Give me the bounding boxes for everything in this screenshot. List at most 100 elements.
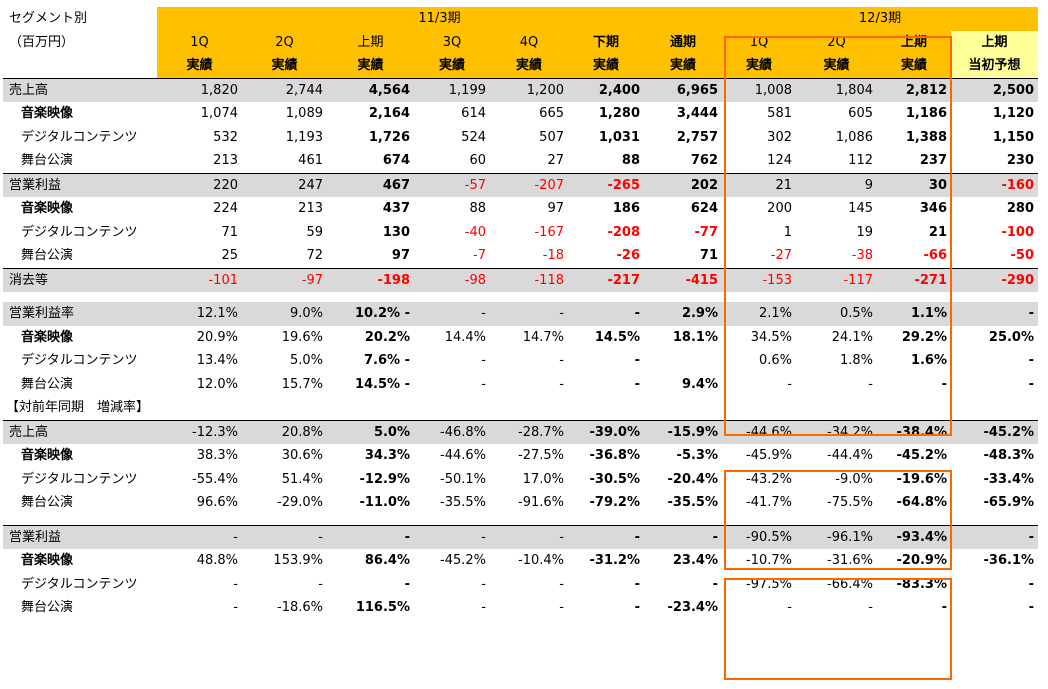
table-row: 舞台公演 12.0% 15.7% 14.5% - - - - 9.4% - - - - — [3, 373, 1038, 397]
col-period-2: 上期 — [327, 30, 414, 54]
cell-value: -83.3% — [896, 576, 948, 592]
cell-value: -44.4% — [827, 448, 873, 463]
cell-value: 202 — [644, 172, 722, 197]
cell-value: 10.2% - — [327, 302, 414, 326]
cell-value: -93.4% — [877, 524, 951, 549]
cell-value: -11.0% — [359, 495, 411, 510]
cell-value: 116.5% — [355, 600, 410, 615]
cell-value: -66.4% — [827, 576, 873, 592]
row-label: 売上高 — [3, 77, 157, 102]
row-label: 消去等 — [3, 267, 157, 292]
row-label: 舞台公演 — [21, 153, 74, 168]
row-label: 営業利益率 — [3, 302, 157, 326]
row-label: 舞台公演 — [21, 248, 74, 263]
cell-value: -91.6% — [518, 495, 564, 510]
cell-value: 302 — [767, 129, 792, 145]
row-label: デジタルコンテンツ — [21, 576, 138, 592]
row-label: 営業利益 — [3, 172, 157, 197]
cell-value: 2,400 — [568, 77, 644, 102]
cell-value: 12.1% — [157, 302, 242, 326]
cell-value: - — [318, 576, 323, 592]
cell-value: -57 — [414, 172, 490, 197]
cell-value: - — [568, 524, 644, 549]
cell-value: 665 — [539, 106, 564, 121]
cell-value: -20.4% — [667, 471, 719, 487]
cell-value: 12.0% — [196, 376, 238, 392]
table-row: 音楽映像 38.3% 30.6% 34.3% -44.6% -27.5% -36.8% -5.… — [3, 444, 1038, 468]
cell-value: -19.6% — [896, 471, 948, 487]
cell-value: 97 — [391, 248, 410, 263]
cell-value: -20.9% — [896, 553, 948, 568]
cell-value: 21 — [722, 172, 796, 197]
cell-value: -167 — [534, 224, 564, 240]
cell-value: 19.6% — [281, 329, 323, 345]
cell-value: 14.7% — [522, 329, 564, 345]
cell-value: -75.5% — [827, 495, 873, 510]
row-label: 舞台公演 — [21, 376, 74, 392]
cell-value: -12.9% — [359, 471, 411, 487]
cell-value: -10.7% — [746, 553, 792, 568]
cell-value: -40 — [464, 224, 486, 240]
cell-value: 186 — [612, 201, 640, 216]
cell-value: -79.2% — [589, 495, 641, 510]
cell-value: -7 — [473, 248, 486, 263]
cell-value: 2.1% — [722, 302, 796, 326]
cell-value: -9.0% — [835, 471, 873, 487]
cell-value: - — [787, 376, 792, 392]
cell-value: 130 — [382, 224, 410, 240]
cell-value: - — [1028, 353, 1035, 368]
col-kind-1: 実績 — [242, 54, 327, 78]
cell-value: 112 — [848, 153, 873, 168]
cell-value: 280 — [1006, 201, 1035, 216]
cell-value: 9 — [796, 172, 877, 197]
cell-value: 0.6% — [758, 353, 792, 368]
table-row: デジタルコンテンツ - - - - - - - -97.5% -66.4% -83.3% - — [3, 573, 1038, 597]
row-label: 音楽映像 — [21, 448, 74, 463]
cell-value — [644, 349, 722, 373]
cell-value: -217 — [568, 267, 644, 292]
cell-value: -30.5% — [589, 471, 641, 487]
cell-value: - — [868, 376, 873, 392]
table-row: 舞台公演 96.6% -29.0% -11.0% -35.5% -91.6% -79.2% -… — [3, 491, 1038, 515]
cell-value: 3,444 — [676, 106, 718, 121]
cell-value: 1.8% — [839, 353, 873, 368]
cell-value: 1,089 — [285, 106, 323, 121]
table-row: 営業利益率 12.1% 9.0% 10.2% - - - -2.9% 2.1% 0.5% 1.1%… — [3, 302, 1039, 326]
cell-value: -96.1% — [796, 524, 877, 549]
row-label: 音楽映像 — [21, 553, 74, 568]
cell-value: 224 — [213, 201, 238, 216]
cell-value: -23.4% — [667, 600, 719, 615]
col-period-3: 3Q — [414, 30, 490, 54]
cell-value: 153.9% — [273, 553, 323, 568]
table-row: 営業利益 - - - - - - - -90.5% -96.1% -93.4% - — [3, 524, 1039, 549]
header-blank — [3, 54, 157, 78]
cell-value: 0.5% — [796, 302, 877, 326]
cell-value: 1,074 — [200, 106, 238, 121]
cell-value: - — [481, 353, 486, 368]
cell-value: - — [481, 576, 486, 592]
cell-value: 59 — [306, 224, 323, 240]
cell-value: 25.0% — [988, 329, 1035, 345]
col-period-8: 2Q — [796, 30, 877, 54]
cell-value: -27.5% — [518, 448, 564, 463]
cell-value: 220 — [157, 172, 242, 197]
cell-value: 29.2% — [901, 329, 947, 345]
cell-value: -18 — [542, 248, 564, 263]
unit-label: （百万円） — [9, 34, 75, 50]
cell-value: 60 — [469, 153, 486, 168]
row-label: 売上高 — [3, 419, 157, 444]
cell-value: 86.4% — [364, 553, 410, 568]
row-label: 舞台公演 — [21, 495, 74, 510]
col-kind-5: 実績 — [568, 54, 644, 78]
cell-value: 34.5% — [750, 329, 792, 345]
cell-value: 605 — [848, 106, 873, 121]
row-label: 営業利益 — [3, 524, 157, 549]
table-row: 舞台公演 213 461 674 60 27 88 762 124 112 237 230 — [3, 149, 1038, 173]
table-row: 消去等 -101 -97 -198 -98 -118 -217 -415 -153 -117 -27… — [3, 267, 1039, 292]
cell-value: -77 — [694, 224, 719, 240]
cell-value: -36.1% — [983, 553, 1035, 568]
cell-value: -265 — [568, 172, 644, 197]
cell-value: -45.9% — [746, 448, 792, 463]
cell-value: 14.5% - — [354, 376, 410, 392]
row-label: 舞台公演 — [21, 600, 74, 615]
